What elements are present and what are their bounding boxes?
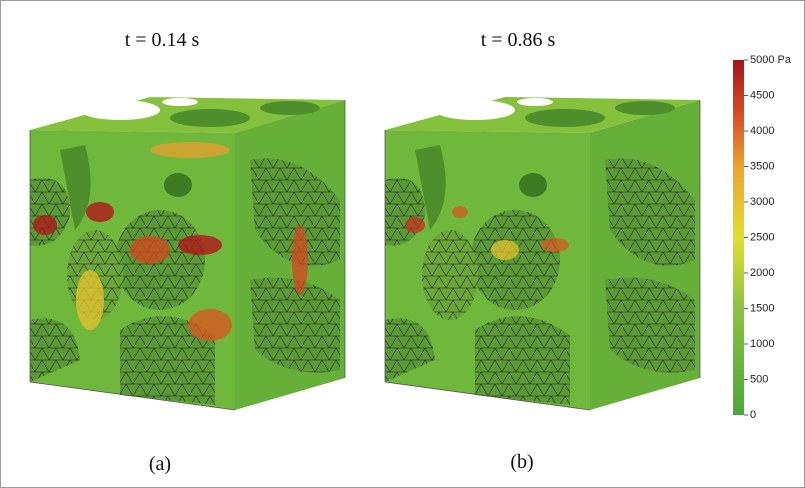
tick-label: 5000: [750, 54, 774, 66]
tick-label: 4500: [750, 89, 774, 101]
time-label: t = 0.14 s: [125, 29, 200, 51]
panel-b: [385, 97, 700, 410]
tick-label: 3000: [750, 196, 774, 208]
tick-label: 1000: [750, 338, 774, 350]
time-label: t = 0.86 s: [481, 29, 556, 51]
figure: t = 0.14 s t = 0.86 s (a) (b) 0 500 1000 15…: [0, 0, 805, 488]
unit-label: Pa: [777, 54, 791, 66]
cube-render: [385, 97, 700, 410]
tick-label: 2500: [750, 231, 774, 243]
caption: (a): [149, 453, 171, 475]
tick-label: 1500: [750, 302, 774, 314]
panel-a: [30, 97, 345, 410]
caption: (b): [510, 451, 533, 473]
tick-label: 500: [750, 373, 768, 385]
tick-label: 2000: [750, 267, 774, 279]
colorbar-gradient: [733, 60, 744, 415]
tick-label: 4000: [750, 125, 774, 137]
tick-label: 0: [750, 409, 756, 421]
tick-label: 3500: [750, 160, 774, 172]
